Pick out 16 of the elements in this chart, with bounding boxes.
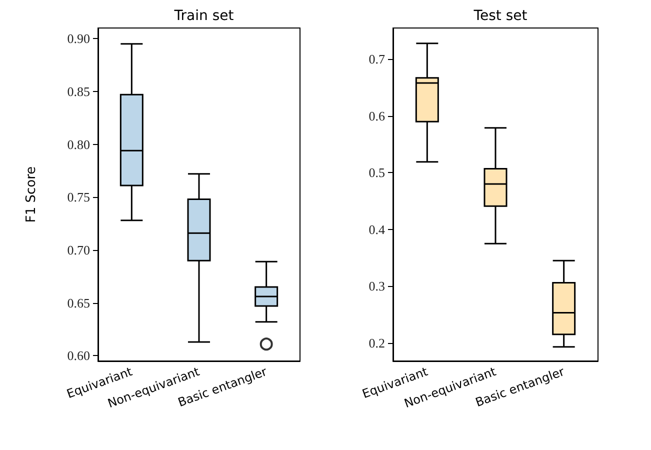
y-tick-label: 0.60 xyxy=(67,348,90,364)
y-tick-label: 0.75 xyxy=(67,190,90,205)
y-tick-label: 0.70 xyxy=(67,242,90,258)
y-tick-label: 0.80 xyxy=(67,136,90,152)
chart-title: Train set xyxy=(173,8,234,24)
y-tick-label: 0.6 xyxy=(368,108,386,124)
y-tick-label: 0.3 xyxy=(368,278,385,294)
y-tick-label: 0.4 xyxy=(368,222,386,237)
y-axis-title: F1 Score xyxy=(24,166,39,223)
y-tick-label: 0.5 xyxy=(368,165,385,180)
y-tick-label: 0.65 xyxy=(67,295,90,310)
y-tick-label: 0.90 xyxy=(67,31,90,46)
y-tick-label: 0.2 xyxy=(368,335,385,350)
y-tick-label: 0.85 xyxy=(67,84,90,99)
y-tick-label: 0.7 xyxy=(368,52,386,67)
chart-title: Test set xyxy=(472,8,528,24)
